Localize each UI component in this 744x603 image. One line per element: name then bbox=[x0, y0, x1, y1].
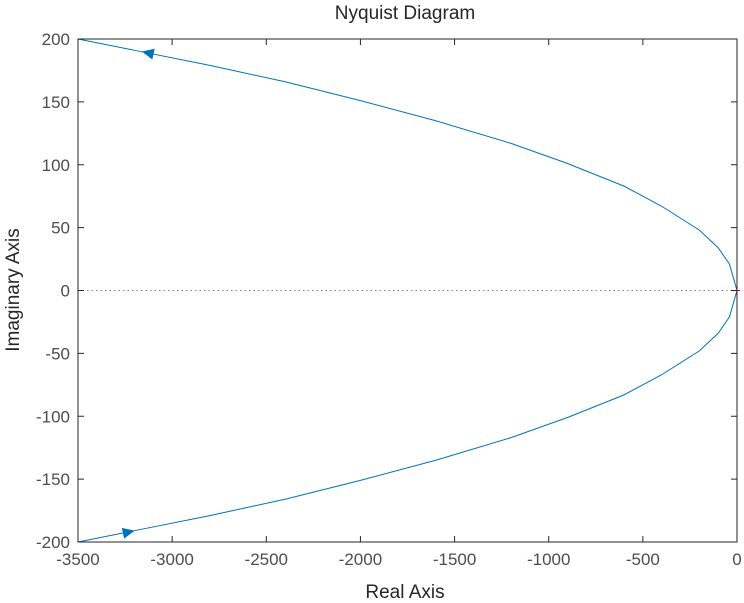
y-tick-label: -200 bbox=[36, 533, 70, 552]
y-tick-label: 100 bbox=[42, 156, 70, 175]
x-tick-label: -3000 bbox=[150, 550, 193, 569]
y-tick-label: 200 bbox=[42, 30, 70, 49]
y-tick-label: 150 bbox=[42, 93, 70, 112]
x-tick-label: -1500 bbox=[433, 550, 476, 569]
y-tick-label: -100 bbox=[36, 407, 70, 426]
x-tick-label: -1000 bbox=[527, 550, 570, 569]
y-tick-label: 50 bbox=[51, 219, 70, 238]
x-tick-label: 0 bbox=[732, 550, 741, 569]
y-axis-label: Imaginary Axis bbox=[3, 228, 24, 352]
x-tick-label: -500 bbox=[626, 550, 660, 569]
x-axis-label: Real Axis bbox=[365, 582, 444, 603]
chart-title: Nyquist Diagram bbox=[335, 3, 475, 24]
y-tick-label: -150 bbox=[36, 470, 70, 489]
x-tick-label: -2000 bbox=[339, 550, 382, 569]
x-tick-label: -3500 bbox=[56, 550, 99, 569]
x-tick-label: -2500 bbox=[245, 550, 288, 569]
direction-arrow-1 bbox=[121, 527, 135, 539]
direction-arrow-0 bbox=[141, 48, 155, 60]
y-tick-label: 0 bbox=[61, 282, 70, 301]
y-tick-label: -50 bbox=[45, 344, 70, 363]
